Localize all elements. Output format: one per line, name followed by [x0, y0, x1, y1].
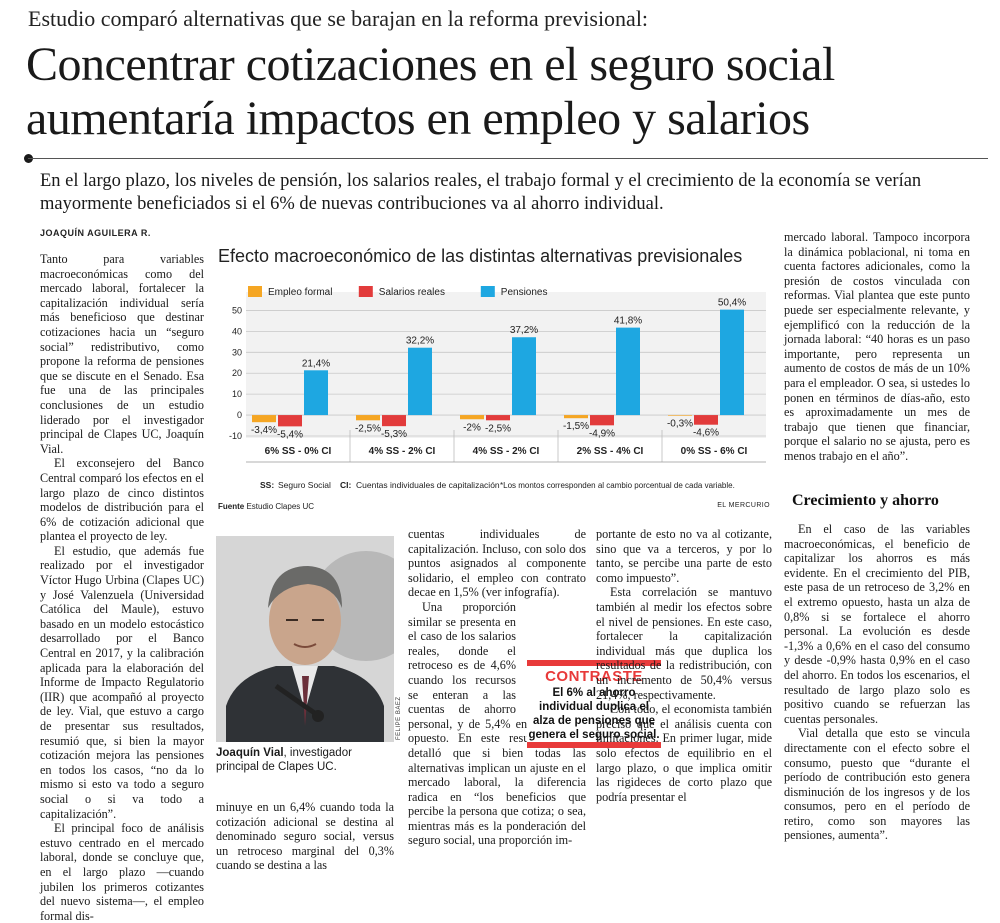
data-label: -2,5%: [485, 423, 511, 434]
bar: [668, 415, 692, 416]
data-label: -3,4%: [251, 425, 277, 436]
photo-credit: FELIPE BÁEZ: [396, 696, 402, 740]
bar: [590, 415, 614, 426]
legend-swatch: [248, 286, 262, 297]
chart-source-text: Estudio Clapes UC: [246, 502, 315, 511]
category-label: 2% SS - 4% CI: [577, 446, 644, 457]
data-label: 37,2%: [510, 325, 538, 336]
paragraph: minuye en un 6,4% cuando toda la cotizac…: [216, 800, 394, 873]
note-ci-text: Cuentas individuales de capitalización: [356, 480, 500, 490]
data-label: 50,4%: [718, 298, 746, 309]
paragraph: Esta correlación se mantuvo también al m…: [596, 585, 772, 702]
kicker: Estudio comparó alternativas que se bara…: [28, 6, 649, 31]
headline-rule: [28, 158, 988, 159]
data-label: -4,6%: [693, 428, 719, 439]
bar: [252, 415, 276, 423]
bar: [616, 327, 640, 416]
data-label: -0,3%: [667, 419, 693, 430]
contraste-box: CONTRASTE El 6% al ahorro individual dup…: [527, 660, 661, 748]
chart-source: Fuente Estudio Clapes UC: [218, 502, 314, 511]
column-2: minuye en un 6,4% cuando toda la cotizac…: [216, 800, 394, 873]
paragraph: En el caso de las variables macroeconómi…: [784, 522, 970, 726]
bar: [512, 337, 536, 416]
data-label: 32,2%: [406, 336, 434, 347]
bar: [720, 309, 744, 416]
bar: [564, 415, 588, 419]
legend-swatch: [358, 286, 373, 297]
subhead: Crecimiento y ahorro: [792, 492, 939, 509]
chart-title: Efecto macroeconómico de las distintas a…: [218, 246, 743, 266]
chart-credit: EL MERCURIO: [717, 502, 770, 509]
caption-name: Joaquín Vial: [216, 747, 284, 759]
bar-chart: Efecto macroeconómico de las distintas a…: [214, 236, 774, 526]
deck: En el largo plazo, los niveles de pensió…: [40, 171, 922, 214]
column-5: mercado laboral. Tampoco incorpora la di…: [784, 230, 970, 464]
paragraph: Tanto para variables macroeconómicas com…: [40, 252, 204, 456]
paragraph: El principal foco de análisis estuvo cen…: [40, 821, 204, 923]
y-tick-label: 40: [232, 326, 242, 336]
data-label: -2,5%: [355, 423, 381, 434]
paragraph: portante de esto no va al cotizante, sin…: [596, 527, 772, 585]
chart-svg: -10 0 10 20 30 40 50 Empleo formal Salarios real…: [229, 286, 766, 490]
column-6: En el caso de las variables macroeconómi…: [784, 522, 970, 843]
y-tick-label: 50: [232, 305, 242, 315]
y-tick-label: 30: [232, 347, 242, 357]
legend-label: Empleo formal: [268, 287, 332, 298]
category-label: 4% SS - 2% CI: [473, 446, 540, 457]
data-label: 21,4%: [302, 358, 330, 369]
bar: [304, 370, 328, 416]
byline: JOAQUÍN AGUILERA R.: [40, 228, 151, 238]
caption-text: , investigador principal de Clapes UC.: [216, 747, 352, 773]
note-footnote: *Los montos corresponden al cambio porce…: [500, 481, 735, 490]
headline-line-1: Concentrar cotizaciones en el seguro soc…: [26, 38, 835, 91]
bar: [408, 347, 432, 416]
y-tick-label: 10: [232, 389, 242, 399]
legend-label: Salarios reales: [379, 287, 445, 298]
photo-caption: Joaquín Vial, investigador principal de …: [216, 746, 396, 774]
chart-source-label: Fuente: [218, 502, 245, 511]
note-ci-key: CI:: [340, 480, 352, 490]
bar: [382, 415, 406, 427]
data-label: -2%: [463, 422, 481, 433]
portrait-photo: [216, 536, 394, 742]
note-ss-text: Seguro Social: [278, 480, 331, 490]
paragraph: Con todo, el economista también precisó …: [596, 702, 772, 804]
note-ss-key: SS:: [260, 480, 274, 490]
y-tick-label: -10: [229, 431, 242, 441]
bar: [460, 415, 484, 420]
plot-background: [246, 292, 766, 438]
column-3: cuentas individuales de capitalización. …: [408, 527, 586, 848]
legend-label: Pensiones: [501, 287, 548, 298]
paragraph: Una proporción similar se presenta en el…: [408, 599, 586, 848]
category-label: 4% SS - 2% CI: [369, 446, 436, 457]
y-tick-label: 0: [237, 410, 242, 420]
paragraph: Vial detalla que esto se vincula directa…: [784, 726, 970, 843]
headline-line-2: aumentaría impactos en empleo y salarios: [26, 92, 810, 145]
bar: [694, 415, 718, 425]
bar: [278, 415, 302, 427]
data-label: 41,8%: [614, 316, 642, 327]
data-label: -5,3%: [381, 429, 407, 440]
y-tick-label: 20: [232, 368, 242, 378]
data-label: -4,9%: [589, 428, 615, 439]
bar: [486, 415, 510, 421]
contraste-title: CONTRASTE: [545, 668, 643, 685]
legend-swatch: [480, 286, 495, 297]
bar: [356, 415, 380, 421]
paragraph: El estudio, que además fue realizado por…: [40, 543, 204, 821]
contraste-body: El 6% al ahorro individual duplica el al…: [528, 687, 660, 741]
category-label: 6% SS - 0% CI: [265, 446, 332, 457]
headline: Concentrar cotizaciones en el seguro soc…: [26, 38, 986, 146]
portrait-illustration: [216, 536, 394, 742]
data-label: -1,5%: [563, 421, 589, 432]
data-label: -5,4%: [277, 429, 303, 440]
column-1: Tanto para variables macroeconómicas com…: [40, 252, 204, 923]
category-label: 0% SS - 6% CI: [681, 446, 748, 457]
column-4: portante de esto no va al cotizante, sin…: [596, 527, 772, 804]
paragraph: mercado laboral. Tampoco incorpora la di…: [784, 230, 970, 463]
paragraph: El exconsejero del Banco Central comparó…: [40, 456, 204, 544]
paragraph: cuentas individuales de capitalización. …: [408, 527, 586, 600]
